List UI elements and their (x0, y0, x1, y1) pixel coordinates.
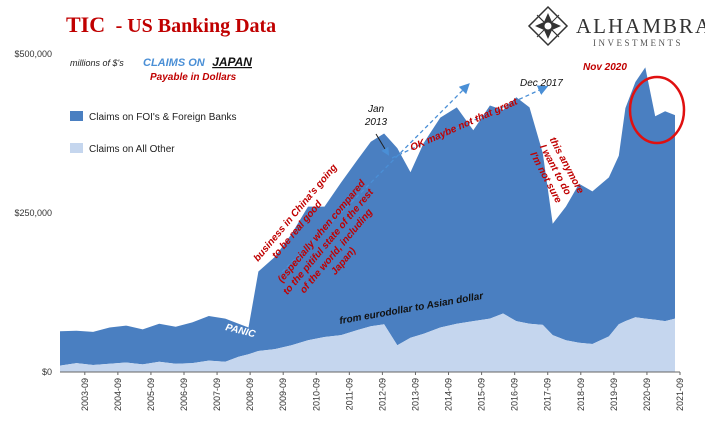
x-tick-label: 2017-09 (543, 378, 553, 411)
x-tick-label: 2009-09 (278, 378, 288, 411)
annotation-2013: 2013 (364, 117, 388, 128)
logo-name: ALHAMBRA (576, 14, 705, 38)
legend-swatch-dark (70, 111, 83, 121)
logo-subtitle: INVESTMENTS (593, 38, 683, 48)
y-tick-label: $500,000 (14, 49, 52, 59)
units-label: millions of $'s (70, 58, 124, 68)
annotation-arrows (281, 83, 549, 273)
arrow-jan-2013 (375, 133, 390, 156)
x-tick-label: 2005-09 (146, 378, 156, 411)
series-area-foi-banks (60, 67, 675, 366)
chart-header: CLAIMS ON JAPAN (143, 53, 252, 70)
title-rest: - US Banking Data (116, 15, 277, 37)
x-tick-label: 2018-09 (576, 378, 586, 411)
x-tick-label: 2021-09 (675, 378, 685, 411)
plot-areas (60, 67, 675, 372)
alhambra-logo: ALHAMBRA INVESTMENTS (527, 5, 705, 48)
header-country: JAPAN (212, 55, 252, 69)
legend: Claims on FOI's & Foreign Banks Claims o… (70, 111, 237, 155)
annotation-dec-2017: Dec 2017 (520, 78, 563, 89)
annotation-jan: Jan (367, 104, 385, 115)
annotation-nov-2020: Nov 2020 (583, 62, 627, 73)
title-tic: TIC (66, 12, 105, 37)
star-diamond-logo-icon (527, 5, 569, 47)
x-tick-label: 2006-09 (179, 378, 189, 411)
legend-item-other: Claims on All Other (89, 144, 175, 155)
header-payable: Payable in Dollars (150, 72, 237, 83)
legend-item-foi: Claims on FOI's & Foreign Banks (89, 112, 237, 123)
arrow-business-china (281, 83, 470, 273)
x-tick-label: 2014-09 (444, 378, 454, 411)
axes: $0 $250,000 $500,000 2003-09 2004-09 2005-09 2… (14, 49, 685, 411)
x-tick-label: 2012-09 (377, 378, 387, 411)
x-tick-label: 2008-09 (245, 378, 255, 411)
x-tick-label: 2015-09 (477, 378, 487, 411)
x-tick-label: 2019-09 (609, 378, 619, 411)
x-tick-label: 2007-09 (212, 378, 222, 411)
nov-2020-circle (628, 75, 686, 145)
x-tick-label: 2016-09 (510, 378, 520, 411)
y-tick-label: $250,000 (14, 208, 52, 218)
arrow-ok-maybe (391, 85, 549, 159)
y-tick-label: $0 (42, 367, 52, 377)
legend-swatch-light (70, 143, 83, 153)
x-tick-label: 2004-09 (113, 378, 123, 411)
x-tick-label: 2011-09 (344, 378, 354, 410)
chart-title: TIC - US Banking Data (66, 12, 276, 37)
x-tick-label: 2003-09 (80, 378, 90, 411)
header-claims: CLAIMS ON (143, 57, 206, 69)
x-tick-label: 2013-09 (410, 378, 420, 411)
x-tick-label: 2010-09 (311, 378, 321, 411)
x-tick-label: 2020-09 (642, 378, 652, 411)
series-area-all-other (60, 313, 675, 372)
